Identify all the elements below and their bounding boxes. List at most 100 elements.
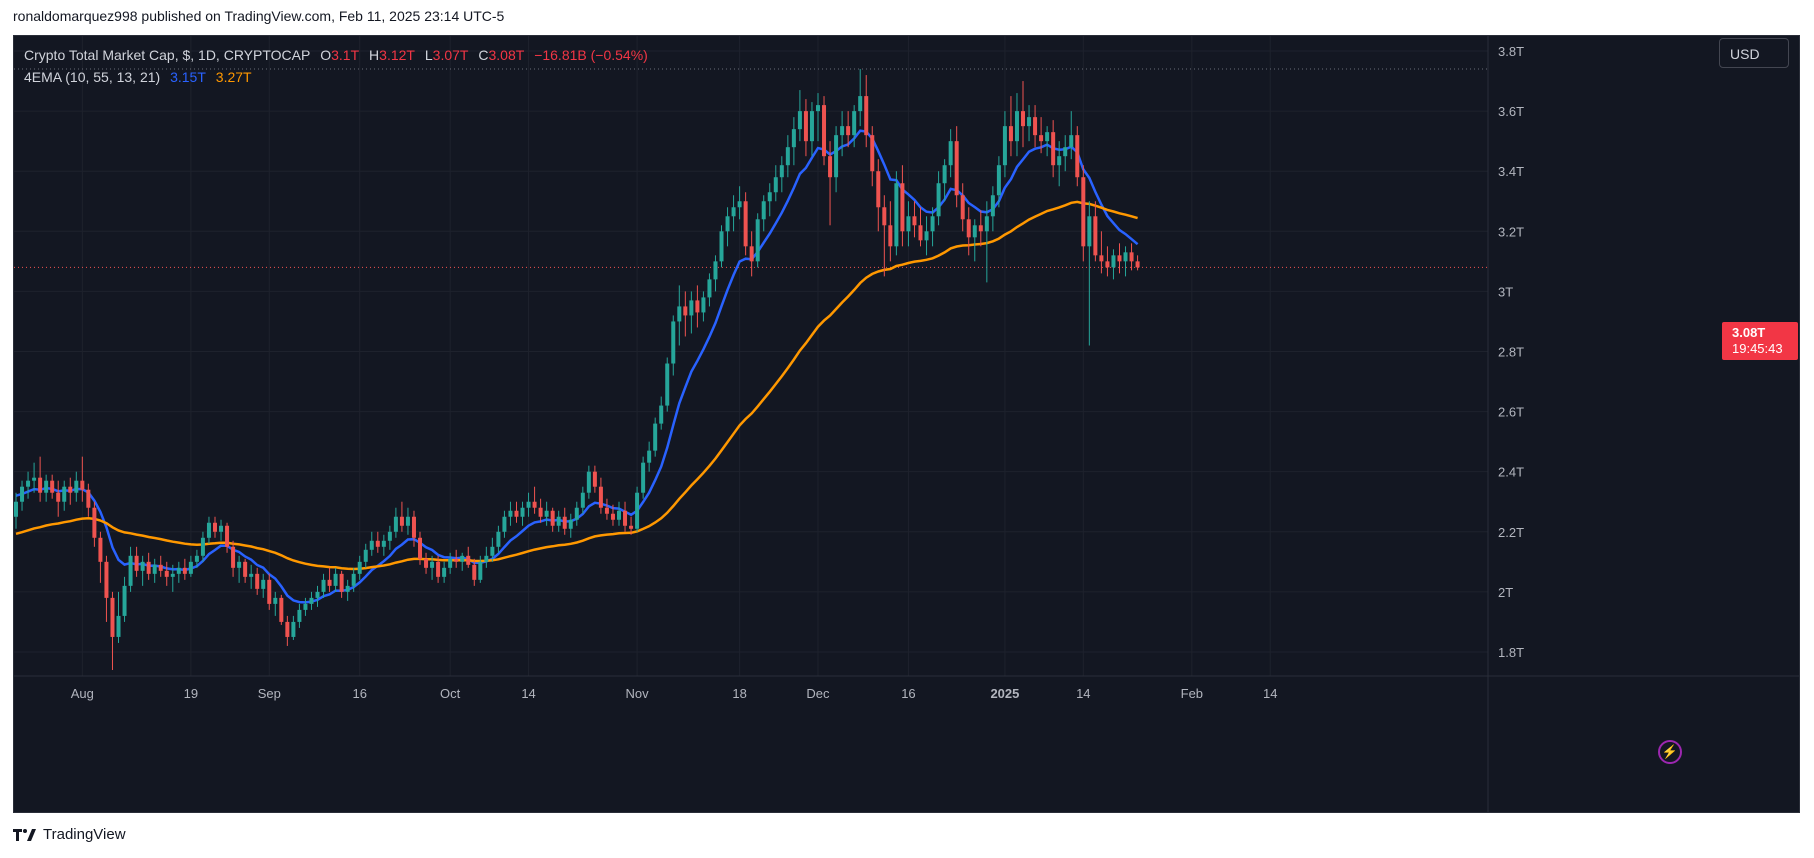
time-tick-label: Dec [806, 686, 830, 701]
candle [719, 225, 724, 268]
candle-body [466, 555, 471, 565]
candle-body [641, 462, 646, 493]
candle-body [460, 555, 465, 562]
candle [92, 501, 97, 547]
candle [110, 591, 115, 670]
candle-body [846, 126, 851, 136]
time-tick-label: 16 [901, 686, 915, 701]
candle [906, 201, 911, 247]
time-tick-label: Sep [258, 686, 281, 701]
candle [695, 285, 700, 328]
candle [188, 555, 193, 577]
candle-body [170, 573, 175, 577]
candle [20, 480, 25, 511]
grid [14, 36, 1488, 676]
candle [562, 507, 567, 535]
candle [363, 543, 368, 568]
candle [779, 156, 784, 193]
candle [285, 615, 290, 646]
candle [80, 456, 85, 502]
candle [701, 291, 706, 322]
candle [1002, 111, 1007, 178]
candle-body [1021, 111, 1026, 127]
candle [225, 522, 230, 553]
candle-body [249, 573, 254, 577]
axes: 1.8T 2T 2.2T 2.4T 2.6T 2.8T 3T 3.2T 3.4T 3.6T 3.8T… [14, 36, 1799, 812]
candle [255, 567, 260, 595]
candlestick-chart[interactable]: 1.8T 2T 2.2T 2.4T 2.6T 2.8T 3T 3.2T 3.4T 3.6T 3.8T… [14, 36, 1799, 812]
candle [399, 501, 404, 532]
candle [146, 552, 151, 580]
time-tick-label: 14 [1263, 686, 1277, 701]
candle-body [152, 564, 157, 574]
candle-body [387, 531, 392, 541]
candle [749, 231, 754, 277]
candle [894, 171, 899, 256]
lightning-icon[interactable]: ⚡ [1658, 740, 1682, 764]
candle-body [659, 405, 664, 424]
candle [653, 417, 658, 457]
candle-body [876, 171, 881, 208]
open-value: 3.1T [331, 47, 360, 63]
close-label: C [478, 47, 489, 63]
candle [568, 513, 573, 538]
candle [460, 552, 465, 571]
candle [996, 156, 1001, 208]
candle-body [182, 567, 187, 574]
time-tick-label: 14 [521, 686, 535, 701]
candle [212, 516, 217, 538]
candle [345, 579, 350, 601]
candle [514, 501, 519, 523]
candle [815, 93, 820, 142]
symbol-title[interactable]: Crypto Total Market Cap, $, 1D, CRYPTOCA… [24, 47, 311, 63]
candle [62, 480, 67, 511]
candle-body [815, 105, 820, 112]
candle [840, 111, 845, 157]
candle [14, 492, 18, 529]
candle-body [996, 165, 1001, 196]
candle [327, 567, 332, 592]
indicator-row: 4EMA (10, 55, 13, 21) 3.15T 3.27T [24, 66, 648, 88]
candle [1008, 96, 1013, 157]
candle-body [592, 471, 597, 487]
candle-body [98, 537, 103, 562]
price-tick-label: 3T [1498, 284, 1513, 299]
candle-body [1105, 261, 1110, 268]
candle-body [635, 492, 640, 529]
candle [629, 516, 634, 535]
candle [393, 507, 398, 538]
last-price-tag: 3.08T 19:45:43 [1722, 322, 1798, 360]
candle [176, 561, 181, 583]
candle [478, 555, 483, 583]
candle-body [809, 111, 814, 142]
candle [1099, 231, 1104, 274]
time-tick-label: 16 [352, 686, 366, 701]
currency-button[interactable]: USD [1719, 38, 1789, 68]
candle-body [315, 591, 320, 598]
candle [942, 159, 947, 202]
candle [472, 558, 477, 586]
candle-body [146, 561, 151, 574]
chart-panel[interactable]: 1.8T 2T 2.2T 2.4T 2.6T 2.8T 3T 3.2T 3.4T 3.6T 3.8T… [13, 35, 1800, 813]
candle-body [1099, 255, 1104, 262]
candle [158, 555, 163, 577]
candle-body [303, 603, 308, 610]
candle [809, 102, 814, 157]
candle-body [176, 567, 181, 574]
candle-body [773, 177, 778, 193]
footer-brand[interactable]: TradingView [43, 826, 126, 843]
candle [152, 558, 157, 583]
candle [86, 483, 91, 517]
candle [496, 525, 501, 553]
candle-body [393, 516, 398, 532]
candle-body [321, 579, 326, 592]
candle-body [689, 300, 694, 316]
candle [888, 201, 893, 262]
time-tick-label: Aug [71, 686, 94, 701]
candle [333, 567, 338, 592]
candle-body [653, 423, 658, 451]
candle-body [80, 480, 85, 490]
time-tick-label: 18 [732, 686, 746, 701]
indicator-title[interactable]: 4EMA (10, 55, 13, 21) [24, 69, 161, 85]
candle-body [448, 558, 453, 568]
